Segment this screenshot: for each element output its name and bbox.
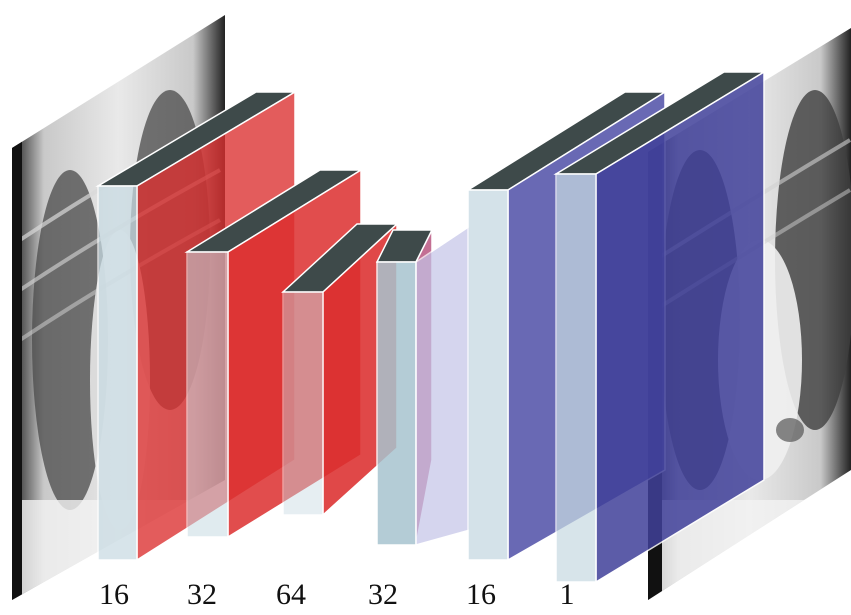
channel-label-16-enc: 16 xyxy=(99,578,129,611)
channel-label-16-dec: 16 xyxy=(466,578,496,611)
channel-label-32-dec: 32 xyxy=(368,578,398,611)
channel-label-1: 1 xyxy=(559,578,575,611)
channel-label-64: 64 xyxy=(276,578,306,611)
decoder-block-1 xyxy=(553,70,767,584)
channel-label-32-enc: 32 xyxy=(187,578,217,611)
decoder-block-32 xyxy=(375,224,471,546)
